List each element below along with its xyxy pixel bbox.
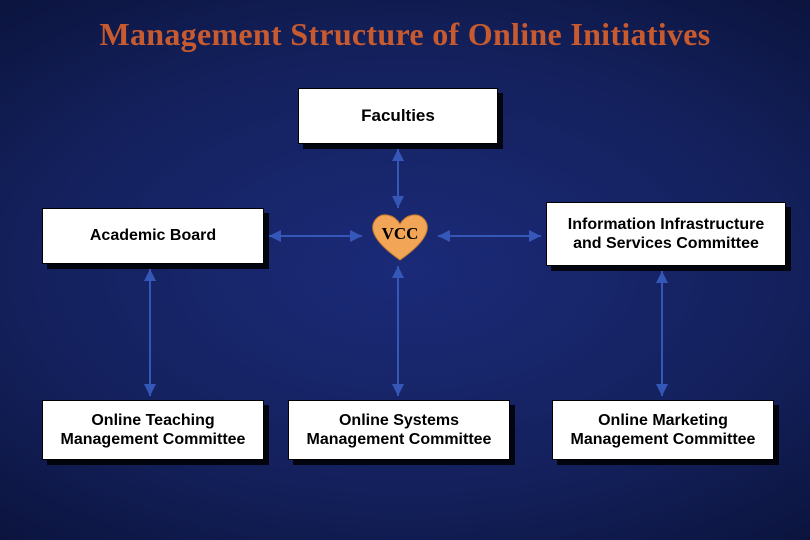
node-online-marketing: Online Marketing Management Committee (552, 400, 774, 460)
node-online-systems: Online Systems Management Committee (288, 400, 510, 460)
node-online-teaching: Online Teaching Management Committee (42, 400, 264, 460)
node-label: VCC (382, 224, 419, 244)
node-vcc: VCC (366, 212, 434, 262)
node-label: Faculties (361, 106, 435, 126)
node-faculties: Faculties (298, 88, 498, 144)
node-label: Online Teaching Management Committee (51, 411, 255, 449)
node-label: Online Systems Management Committee (297, 411, 501, 449)
node-label: Online Marketing Management Committee (561, 411, 765, 449)
node-information-infrastructure: Information Infrastructure and Services … (546, 202, 786, 266)
node-academic-board: Academic Board (42, 208, 264, 264)
slide-title: Management Structure of Online Initiativ… (0, 16, 810, 53)
node-label: Information Infrastructure and Services … (555, 215, 777, 253)
node-label: Academic Board (90, 226, 216, 245)
